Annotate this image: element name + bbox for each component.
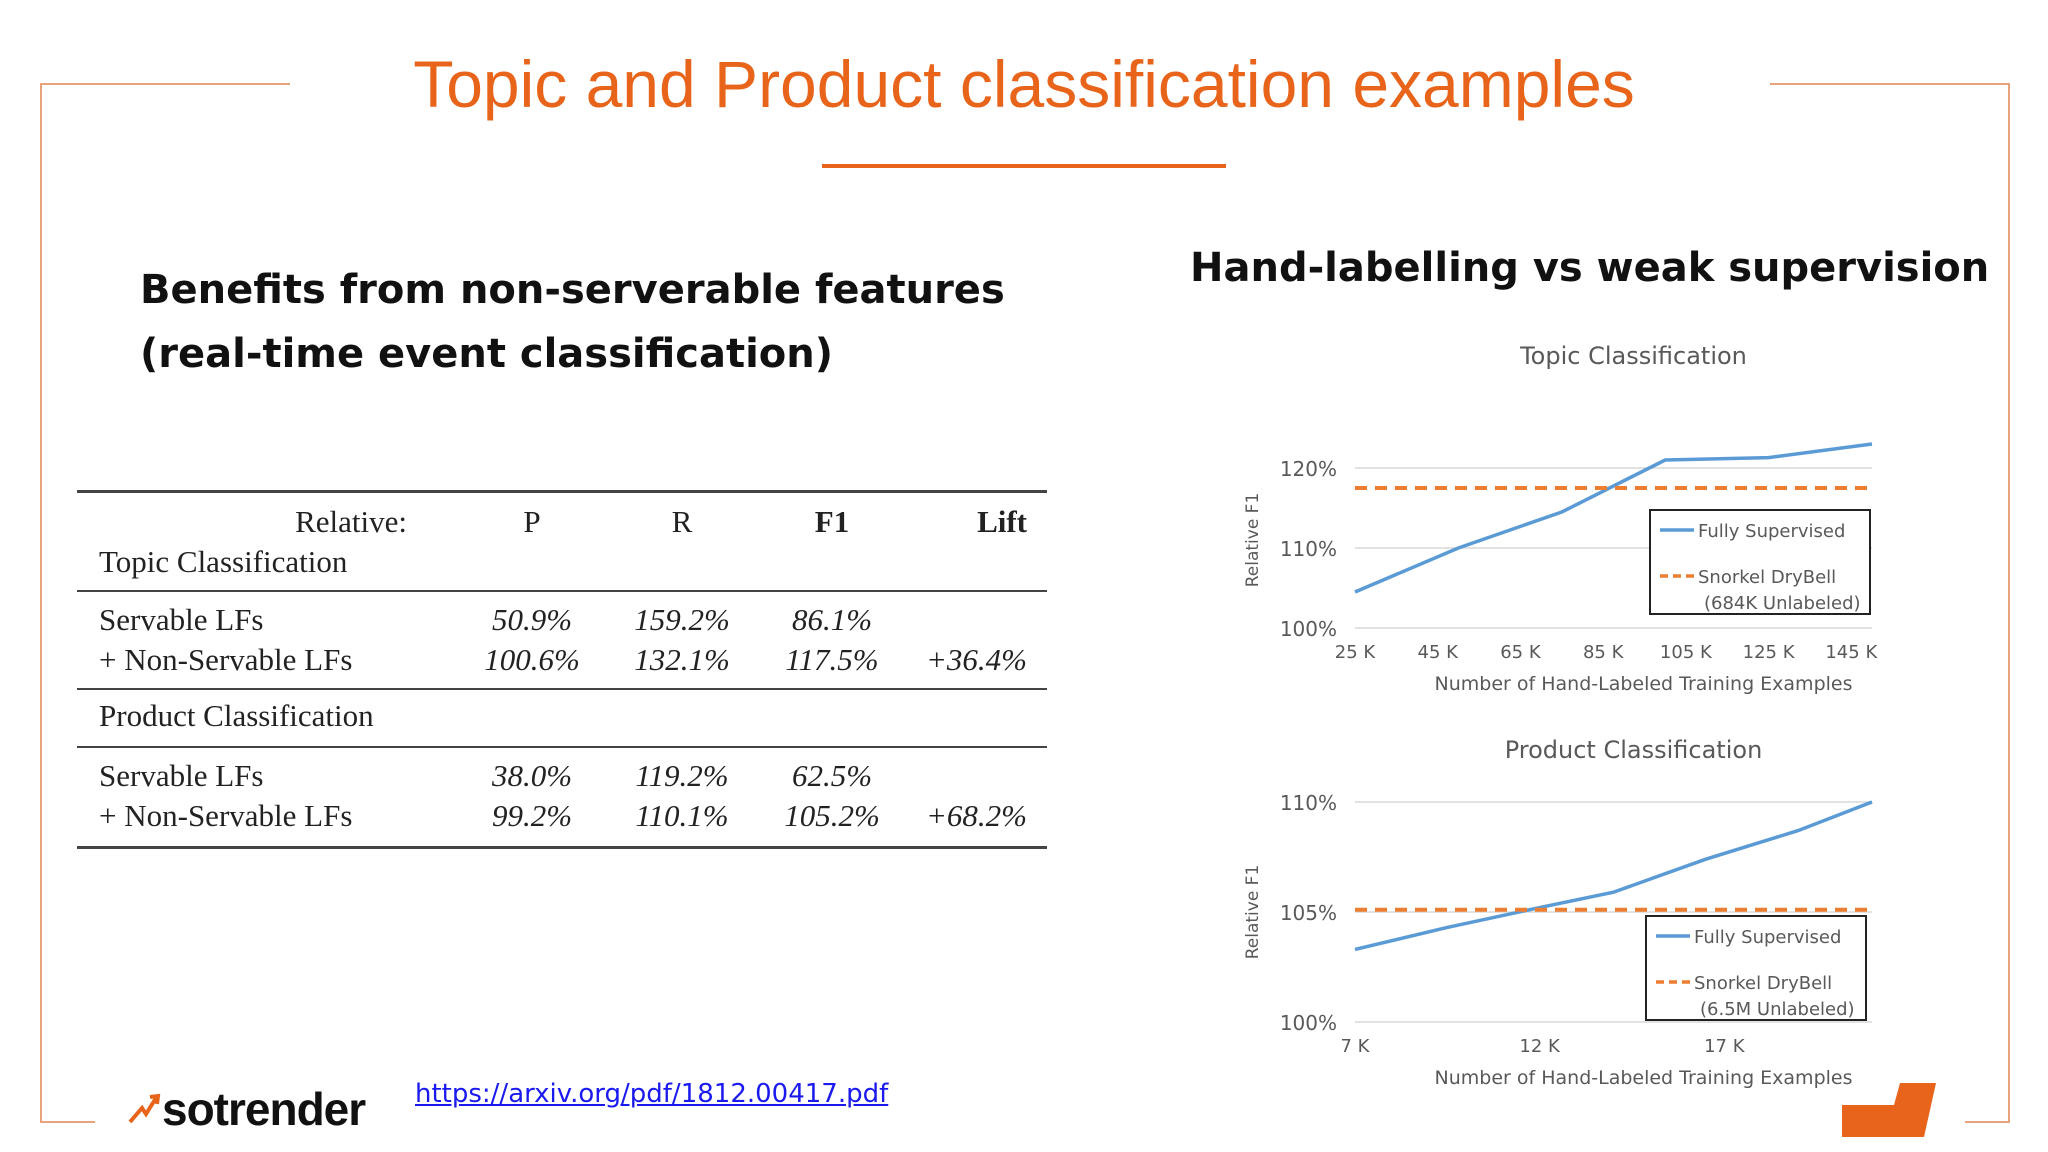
product-label: Product Classification <box>99 698 374 733</box>
y-tick-label: 120% <box>1280 457 1337 481</box>
x-tick-label: 45 K <box>1418 642 1460 663</box>
product-row-1-f1: 62.5% <box>791 758 873 793</box>
chart-title: Product Classification <box>1505 736 1763 764</box>
frame-top-right <box>1770 83 2010 85</box>
legend-box <box>1645 915 1867 1021</box>
product-row-2-f1: 105.2% <box>784 798 880 833</box>
y-tick-label: 100% <box>1280 1011 1337 1035</box>
legend-label: Fully Supervised <box>1694 927 1841 948</box>
table-rule <box>77 590 1047 592</box>
x-axis-label: Number of Hand-Labeled Training Examples <box>1435 673 1853 695</box>
table-rule-top <box>77 490 1047 493</box>
frame-bottom-left <box>40 1121 95 1123</box>
product-row-1-r: 119.2% <box>635 758 729 793</box>
topic-row-1-label: Servable LFs <box>99 602 264 637</box>
product-row-2-lift: +68.2% <box>926 798 1027 833</box>
legend-label: Fully Supervised <box>1698 521 1845 542</box>
source-link[interactable]: https://arxiv.org/pdf/1812.00417.pdf <box>415 1079 889 1109</box>
y-tick-label: 100% <box>1280 617 1337 641</box>
legend-label: Snorkel DryBell <box>1698 567 1836 588</box>
header-f1: F1 <box>814 504 850 539</box>
product-row-2-r: 110.1% <box>635 798 729 833</box>
legend-label-line2: (6.5M Unlabeled) <box>1700 999 1855 1020</box>
x-tick-label: 105 K <box>1660 642 1713 663</box>
brand-wordmark: sotrender <box>162 1083 366 1135</box>
table-rule-bottom <box>77 846 1047 849</box>
frame-bottom-right <box>1965 1121 2010 1123</box>
x-tick-label: 65 K <box>1500 642 1542 663</box>
header-r: R <box>671 504 693 539</box>
slide-title: Topic and Product classification example… <box>413 47 1635 121</box>
topic-row-2-p: 100.6% <box>484 642 580 677</box>
x-tick-label: 12 K <box>1519 1036 1561 1057</box>
topic-label: Topic Classification <box>99 544 348 579</box>
charts-area: Topic Classification 100% 110% 120% 25 K 45 K… <box>1243 342 1878 1089</box>
y-axis-label: Relative F1 <box>1243 865 1263 960</box>
product-row-2-p: 99.2% <box>491 798 573 833</box>
table-rule <box>77 746 1047 748</box>
y-axis-label: Relative F1 <box>1243 493 1263 588</box>
x-tick-label: 17 K <box>1704 1036 1746 1057</box>
frame-left <box>40 83 42 1123</box>
header-relative: Relative: <box>295 504 407 539</box>
topic-row-1-p: 50.9% <box>491 602 573 637</box>
left-heading: Benefits from non-serverable features (r… <box>140 258 1005 386</box>
product-row-2-label: + Non-Servable LFs <box>99 798 353 833</box>
brand-logo-icon <box>128 1093 161 1124</box>
series-line-supervised <box>1354 442 1873 594</box>
frame-right <box>2008 83 2010 1123</box>
series-line-supervised <box>1354 800 1873 952</box>
left-heading-line2: (real-time event classification) <box>140 331 834 377</box>
product-row-1-label: Servable LFs <box>99 758 264 793</box>
legend-box <box>1649 509 1871 615</box>
topic-row-1-f1: 86.1% <box>791 602 873 637</box>
legend-label-line2: (684K Unlabeled) <box>1704 593 1861 614</box>
x-tick-label: 145 K <box>1825 642 1878 663</box>
table-rule <box>77 688 1047 690</box>
chart-title: Topic Classification <box>1519 342 1747 370</box>
x-tick-label: 25 K <box>1335 642 1377 663</box>
right-heading: Hand-labelling vs weak supervision <box>1190 245 1990 291</box>
x-axis-label: Number of Hand-Labeled Training Examples <box>1435 1067 1853 1089</box>
x-tick-label: 7 K <box>1341 1036 1371 1057</box>
legend-label: Snorkel DryBell <box>1694 973 1832 994</box>
topic-row-2-r: 132.1% <box>634 642 730 677</box>
y-tick-label: 110% <box>1280 537 1337 561</box>
header-p: P <box>523 504 541 539</box>
topic-row-2-lift: +36.4% <box>926 642 1027 677</box>
topic-row-2-label: + Non-Servable LFs <box>99 642 353 677</box>
product-row-1-p: 38.0% <box>491 758 573 793</box>
y-tick-label: 110% <box>1280 791 1337 815</box>
corner-accent-shape <box>1842 1083 1936 1137</box>
x-tick-label: 85 K <box>1583 642 1625 663</box>
brand-name: sotrender <box>162 1082 366 1136</box>
topic-row-1-r: 159.2% <box>634 602 730 637</box>
y-tick-label: 105% <box>1280 901 1337 925</box>
header-lift: Lift <box>977 504 1027 539</box>
left-heading-line1: Benefits from non-serverable features <box>140 267 1005 313</box>
topic-row-2-f1: 117.5% <box>785 642 879 677</box>
x-tick-label: 125 K <box>1743 642 1796 663</box>
title-underline <box>822 164 1226 168</box>
frame-top-left <box>40 83 290 85</box>
